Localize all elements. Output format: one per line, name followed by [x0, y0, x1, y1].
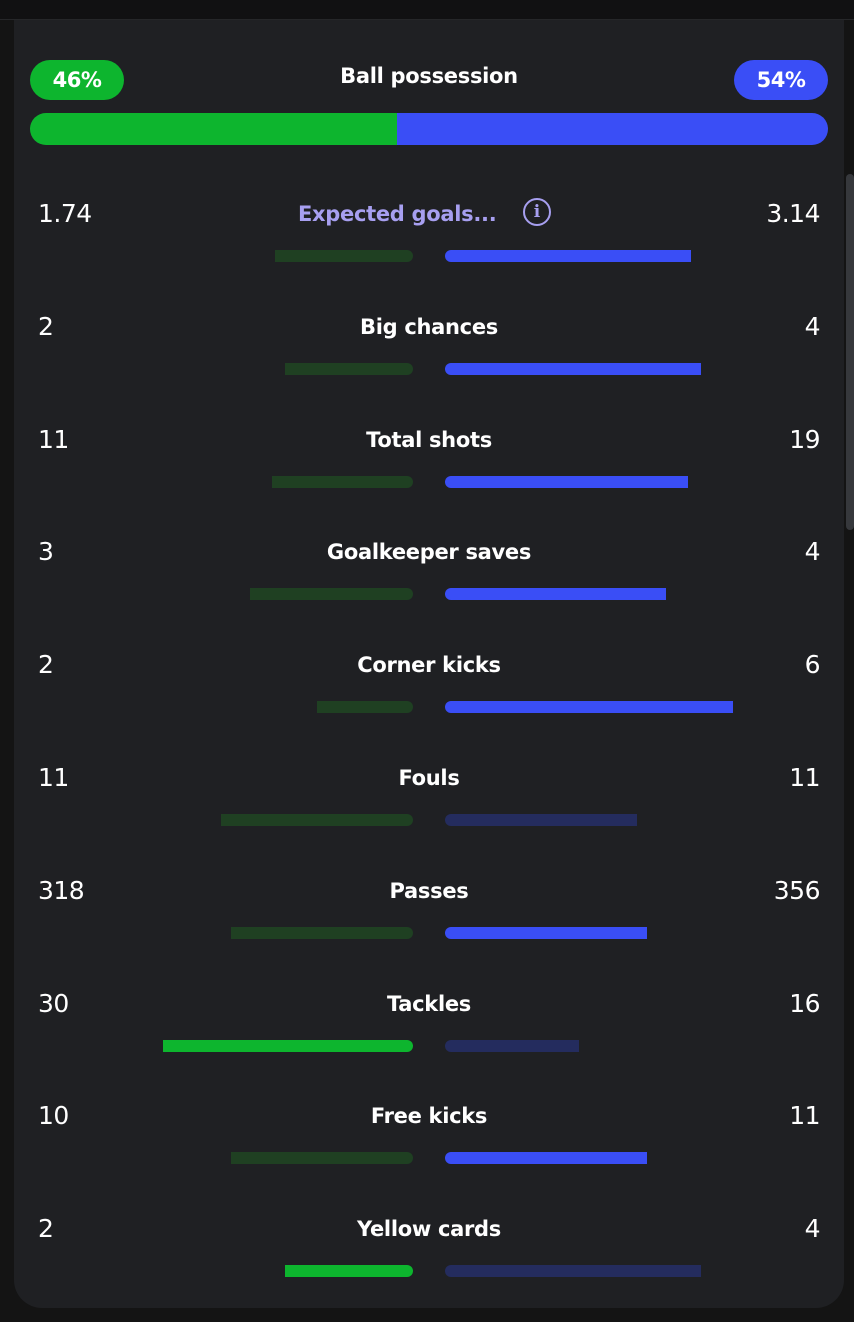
stat-label: Yellow cards	[357, 1217, 501, 1242]
away-possession-badge: 54%	[734, 60, 828, 100]
stat-label: Goalkeeper saves	[326, 540, 532, 565]
home-value: 11	[38, 763, 69, 792]
stat-row: 11 Fouls 11	[14, 758, 844, 858]
stat-label: Free kicks	[370, 1104, 488, 1129]
stat-row: 2 Corner kicks 6	[14, 645, 844, 745]
possession-title: Ball possession	[340, 64, 518, 88]
home-value: 10	[38, 1101, 69, 1131]
away-stat-bar	[445, 588, 666, 601]
home-value: 2	[38, 311, 54, 341]
away-stat-bar	[445, 1152, 647, 1165]
away-value: 3.14	[766, 199, 820, 228]
stat-label: Big chances	[360, 314, 498, 339]
home-value: 318	[38, 875, 85, 905]
home-possession-fill	[30, 113, 398, 145]
away-stat-bar	[445, 362, 701, 375]
away-value: 6	[804, 650, 821, 680]
stat-row: 1.74 Expected goals... i 3.14	[14, 194, 844, 294]
stat-row: 2 Big chances 4	[14, 307, 844, 407]
stat-label: Corner kicks	[357, 653, 501, 678]
stat-label[interactable]: Expected goals...	[298, 202, 497, 226]
home-value: 11	[38, 424, 69, 454]
home-value: 2	[38, 650, 54, 680]
stat-label: Fouls	[398, 766, 460, 790]
away-value: 4	[804, 1214, 821, 1244]
away-stat-bar	[445, 1039, 580, 1052]
home-stat-bar	[285, 1265, 413, 1278]
away-stat-bar	[445, 814, 637, 826]
home-stat-bar	[285, 362, 413, 375]
info-icon[interactable]: i	[523, 198, 551, 226]
away-value: 356	[773, 875, 821, 905]
away-value: 16	[789, 988, 820, 1018]
stat-row: 3 Goalkeeper saves 4	[14, 532, 844, 632]
home-possession-badge: 46%	[30, 60, 124, 100]
home-stat-bar	[230, 1152, 413, 1165]
stat-row: 2 Yellow cards 4	[14, 1209, 844, 1309]
away-stat-bar	[445, 701, 733, 714]
away-value: 11	[789, 763, 820, 792]
away-stat-bar	[445, 926, 647, 939]
home-value: 1.74	[38, 199, 92, 228]
stat-row: 11 Total shots 19	[14, 420, 844, 520]
stat-row: 318 Passes 356	[14, 871, 844, 971]
away-value: 4	[804, 537, 821, 567]
away-stat-bar	[445, 475, 689, 488]
stat-row: 10 Free kicks 11	[14, 1096, 844, 1196]
possession-bar	[30, 113, 828, 145]
away-value: 19	[789, 424, 820, 454]
home-value: 2	[38, 1214, 54, 1244]
away-value: 4	[804, 311, 821, 341]
stat-label: Total shots	[366, 427, 492, 452]
home-stat-bar	[221, 814, 413, 826]
stat-label: Tackles	[386, 991, 472, 1016]
away-stat-bar	[445, 1265, 701, 1278]
stat-label: Passes	[389, 878, 469, 903]
stat-row: 30 Tackles 16	[14, 984, 844, 1084]
home-stat-bar	[249, 588, 413, 601]
home-stat-bar	[230, 926, 413, 939]
home-value: 3	[38, 537, 54, 567]
away-stat-bar	[445, 250, 692, 262]
home-value: 30	[38, 988, 69, 1018]
home-stat-bar	[272, 475, 413, 488]
scrollbar[interactable]	[846, 174, 854, 530]
match-statistics-card: 46% Ball possession 54% 1.74 Expected goa…	[14, 20, 844, 1308]
home-stat-bar	[275, 250, 413, 262]
away-possession-fill	[397, 113, 828, 145]
top-bar	[0, 0, 854, 20]
away-value: 11	[789, 1101, 820, 1131]
home-stat-bar	[317, 701, 413, 714]
home-stat-bar	[163, 1039, 413, 1052]
